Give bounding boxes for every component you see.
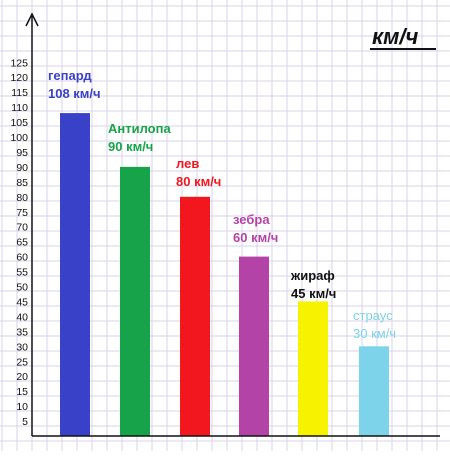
y-tick-label: 50 bbox=[16, 282, 28, 294]
bar-name-label: страус bbox=[353, 308, 393, 323]
unit-label: км/ч bbox=[372, 24, 419, 49]
axes bbox=[25, 12, 440, 437]
y-tick-label: 55 bbox=[16, 267, 28, 279]
y-tick-label: 85 bbox=[16, 177, 28, 189]
bar bbox=[180, 196, 210, 436]
bar-value-label: 90 км/ч bbox=[108, 139, 153, 154]
bar-name-label: гепард bbox=[48, 68, 92, 83]
y-tick-label: 35 bbox=[16, 326, 28, 338]
y-tick-label: 95 bbox=[16, 147, 28, 159]
bar-value-label: 80 км/ч bbox=[176, 174, 221, 189]
bar bbox=[60, 113, 90, 436]
y-tick-label: 110 bbox=[11, 102, 28, 114]
bar-value-label: 108 км/ч bbox=[48, 86, 101, 101]
y-tick-label: 45 bbox=[16, 296, 28, 308]
y-tick-label: 100 bbox=[10, 132, 28, 144]
bar-name-label: жираф bbox=[290, 268, 335, 283]
y-tick-label: 15 bbox=[16, 386, 28, 398]
y-tick-label: 90 bbox=[16, 162, 28, 174]
y-tick-label: 30 bbox=[16, 341, 28, 353]
bar-name-label: лев bbox=[176, 156, 199, 171]
y-tick-label: 10 bbox=[16, 401, 28, 413]
y-tick-label: 40 bbox=[16, 311, 28, 323]
y-tick-label: 105 bbox=[10, 117, 28, 129]
bar bbox=[239, 256, 269, 436]
y-tick-label: 80 bbox=[16, 192, 28, 204]
y-axis-arrow bbox=[25, 12, 39, 27]
bar-value-label: 60 км/ч bbox=[233, 230, 278, 245]
bars bbox=[60, 113, 389, 436]
y-tick-label: 25 bbox=[16, 356, 28, 368]
bar bbox=[359, 346, 389, 436]
y-tick-label: 125 bbox=[10, 57, 28, 69]
y-tick-label: 20 bbox=[16, 371, 28, 383]
y-tick-label: 120 bbox=[10, 72, 28, 84]
bar-name-label: Антилопа bbox=[108, 121, 171, 136]
y-tick-label: 60 bbox=[16, 252, 28, 264]
y-tick-label: 115 bbox=[11, 87, 28, 99]
bar bbox=[120, 166, 150, 436]
bar-name-label: зебра bbox=[233, 212, 270, 227]
y-tick-label: 5 bbox=[22, 416, 28, 428]
y-tick-label: 70 bbox=[16, 222, 28, 234]
y-tick-label: 75 bbox=[16, 207, 28, 219]
y-tick-label: 65 bbox=[16, 237, 28, 249]
bar bbox=[298, 301, 328, 436]
bar-value-label: 30 км/ч bbox=[353, 326, 396, 341]
bar-labels: гепард 108 км/ч Антилопа 90 км/ч лев 80 км/ч з… bbox=[48, 68, 396, 341]
y-tick-labels: 5 10 15 20 25 30 35 40 45 50 55 60 65 70 75 80 85 90 95 100… bbox=[10, 57, 28, 428]
bar-value-label: 45 км/ч bbox=[291, 286, 336, 301]
